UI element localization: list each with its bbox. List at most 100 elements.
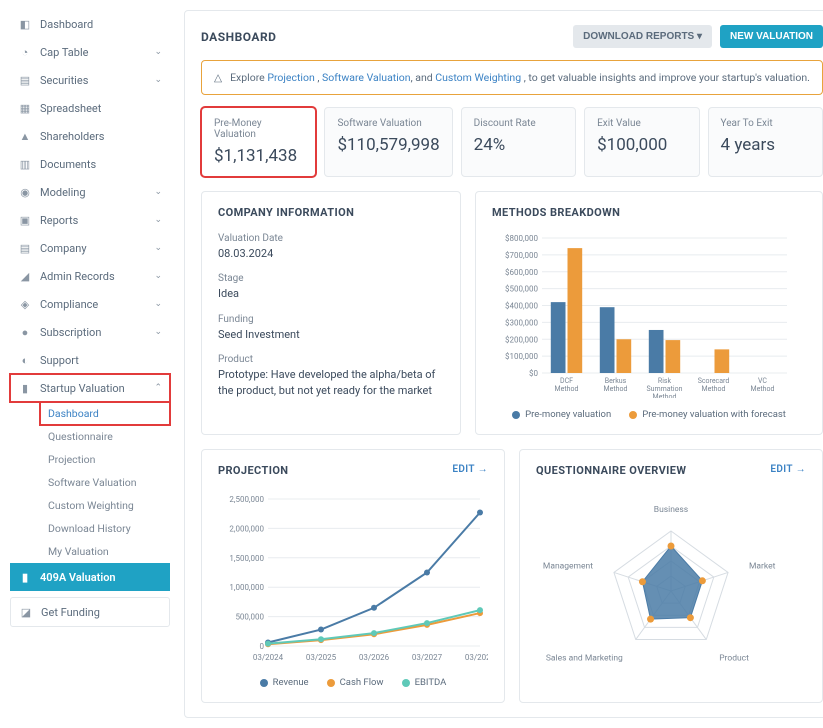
svg-text:03/2027: 03/2027 bbox=[412, 653, 443, 662]
nav-icon: ◢ bbox=[18, 269, 32, 283]
nav-label: Modeling bbox=[40, 186, 86, 199]
nav-label: Reports bbox=[40, 214, 78, 227]
card-title: PROJECTION EDIT → bbox=[218, 464, 488, 477]
document-icon: ▮ bbox=[18, 381, 32, 395]
nav-label: Questionnaire bbox=[48, 430, 113, 443]
chevron-down-icon: ▾ bbox=[697, 31, 702, 42]
svg-text:1,000,000: 1,000,000 bbox=[229, 583, 264, 592]
questionnaire-card: QUESTIONNAIRE OVERVIEW EDIT → BusinessMa… bbox=[519, 449, 823, 703]
metric-value: 4 years bbox=[721, 135, 810, 155]
svg-text:03/2028: 03/2028 bbox=[465, 653, 488, 662]
svg-text:Method: Method bbox=[555, 385, 579, 393]
company-info-card: COMPANY INFORMATION Valuation Date08.03.… bbox=[201, 191, 461, 435]
sidebar-item-documents[interactable]: ▥Documents bbox=[10, 150, 170, 178]
svg-text:Method: Method bbox=[653, 393, 677, 398]
sidebar-item-409a[interactable]: ▮ 409A Valuation bbox=[10, 563, 170, 591]
sidebar: ◧Dashboard◔Cap Table⌄ ▤ Securities ⌄ ▦Spread… bbox=[10, 10, 170, 718]
metric-value: $110,579,998 bbox=[337, 135, 439, 155]
metric-value: 24% bbox=[474, 135, 563, 155]
metric-software-valuation: Software Valuation $110,579,998 bbox=[324, 107, 452, 177]
legend-item: Pre-money valuation bbox=[512, 409, 611, 420]
field-value: Seed Investment bbox=[218, 327, 444, 342]
download-reports-button[interactable]: DOWNLOAD REPORTS ▾ bbox=[573, 25, 712, 48]
edit-questionnaire-button[interactable]: EDIT → bbox=[770, 464, 806, 475]
metric-label: Software Valuation bbox=[337, 118, 439, 129]
svg-text:Risk: Risk bbox=[658, 377, 672, 385]
metric-label: Exit Value bbox=[597, 118, 686, 129]
sidebar-subitem-custom-weighting[interactable]: Custom Weighting bbox=[40, 494, 170, 517]
nav-label: Custom Weighting bbox=[48, 499, 134, 512]
edit-projection-button[interactable]: EDIT → bbox=[452, 464, 488, 475]
sidebar-subitem-download-history[interactable]: Download History bbox=[40, 517, 170, 540]
nav-icon: ◉ bbox=[18, 185, 32, 199]
nav-label: Projection bbox=[48, 453, 95, 466]
metric-label: Pre-Money Valuation bbox=[214, 118, 303, 140]
sidebar-item-shareholders[interactable]: ▲Shareholders bbox=[10, 122, 170, 150]
nav-label: Securities bbox=[40, 74, 88, 87]
chevron-down-icon: ⌄ bbox=[154, 215, 162, 225]
sidebar-subitem-software-valuation[interactable]: Software Valuation bbox=[40, 471, 170, 494]
field-value: Prototype: Have developed the alpha/beta… bbox=[218, 367, 444, 398]
chevron-down-icon: ⌄ bbox=[154, 271, 162, 281]
bell-icon: △ bbox=[214, 71, 222, 84]
sidebar-item-reports[interactable]: ▣Reports⌄ bbox=[10, 206, 170, 234]
nav-label: Documents bbox=[40, 158, 96, 171]
sidebar-subitem-questionnaire[interactable]: Questionnaire bbox=[40, 425, 170, 448]
svg-text:Method: Method bbox=[751, 385, 775, 393]
sidebar-item-modeling[interactable]: ◉Modeling⌄ bbox=[10, 178, 170, 206]
svg-text:Berkus: Berkus bbox=[605, 377, 627, 385]
svg-text:$700,000: $700,000 bbox=[505, 251, 539, 260]
projection-link[interactable]: Projection bbox=[267, 71, 314, 84]
metric-exit-value: Exit Value$100,000 bbox=[584, 107, 699, 177]
main-content: DASHBOARD DOWNLOAD REPORTS ▾ NEW VALUATI… bbox=[184, 10, 823, 718]
nav-label: Startup Valuation bbox=[40, 382, 125, 395]
metric-label: Discount Rate bbox=[474, 118, 563, 129]
sidebar-subitem-my-valuation[interactable]: My Valuation bbox=[40, 540, 170, 563]
nav-icon: ▤ bbox=[18, 73, 32, 87]
nav-label: Cap Table bbox=[40, 46, 88, 59]
field-label: Valuation Date bbox=[218, 233, 444, 244]
field-value: Idea bbox=[218, 286, 444, 301]
projection-card: PROJECTION EDIT → 0500,0001,000,0001,500… bbox=[201, 449, 505, 703]
svg-text:$800,000: $800,000 bbox=[505, 234, 539, 243]
sidebar-item-get-funding[interactable]: ◪ Get Funding bbox=[10, 597, 170, 627]
card-title: QUESTIONNAIRE OVERVIEW EDIT → bbox=[536, 464, 806, 477]
svg-text:03/2024: 03/2024 bbox=[253, 653, 284, 662]
sidebar-item-securities[interactable]: ▤ Securities ⌄ bbox=[10, 66, 170, 94]
sidebar-item-dashboard[interactable]: ◧Dashboard bbox=[10, 10, 170, 38]
svg-text:03/2025: 03/2025 bbox=[306, 653, 337, 662]
sidebar-item-support[interactable]: ◐Support bbox=[10, 346, 170, 374]
document-icon: ▮ bbox=[18, 570, 32, 584]
chevron-down-icon: ⌄ bbox=[154, 327, 162, 337]
nav-label: Download History bbox=[48, 522, 131, 535]
sidebar-item-admin-records[interactable]: ◢Admin Records⌄ bbox=[10, 262, 170, 290]
software-valuation-link[interactable]: Software Valuation bbox=[322, 71, 411, 84]
svg-text:Method: Method bbox=[604, 385, 628, 393]
page-title: DASHBOARD bbox=[201, 30, 276, 44]
svg-text:03/2026: 03/2026 bbox=[359, 653, 390, 662]
svg-text:Sales and Marketing: Sales and Marketing bbox=[546, 653, 623, 663]
custom-weighting-link[interactable]: Custom Weighting bbox=[435, 71, 521, 84]
sidebar-item-compliance[interactable]: ◈Compliance⌄ bbox=[10, 290, 170, 318]
svg-text:Market: Market bbox=[749, 562, 776, 572]
chart-icon: ◪ bbox=[19, 605, 33, 619]
new-valuation-button[interactable]: NEW VALUATION bbox=[720, 25, 823, 48]
card-title: METHODS BREAKDOWN bbox=[492, 206, 806, 219]
metric-pre-money-valuation: Pre-Money Valuation$1,131,438 bbox=[201, 107, 316, 177]
sidebar-subitem-projection[interactable]: Projection bbox=[40, 448, 170, 471]
sidebar-item-subscription[interactable]: ●Subscription⌄ bbox=[10, 318, 170, 346]
svg-text:Method: Method bbox=[702, 385, 726, 393]
chevron-down-icon: ⌄ bbox=[154, 75, 162, 85]
sidebar-subitem-dashboard[interactable]: Dashboard bbox=[40, 402, 170, 425]
svg-text:VC: VC bbox=[758, 377, 767, 385]
sidebar-item-cap-table[interactable]: ◔Cap Table⌄ bbox=[10, 38, 170, 66]
nav-label: Dashboard bbox=[40, 18, 93, 31]
sidebar-item-spreadsheet[interactable]: ▦Spreadsheet bbox=[10, 94, 170, 122]
svg-text:$100,000: $100,000 bbox=[505, 352, 539, 361]
card-title: COMPANY INFORMATION bbox=[218, 206, 444, 219]
svg-text:$400,000: $400,000 bbox=[505, 302, 539, 311]
methods-breakdown-card: METHODS BREAKDOWN $0$100,000$200,000$300… bbox=[475, 191, 823, 435]
svg-text:DCF: DCF bbox=[560, 377, 573, 385]
sidebar-item-startup-valuation[interactable]: ▮ Startup Valuation ⌃ bbox=[10, 374, 170, 402]
sidebar-item-company[interactable]: ▤Company⌄ bbox=[10, 234, 170, 262]
